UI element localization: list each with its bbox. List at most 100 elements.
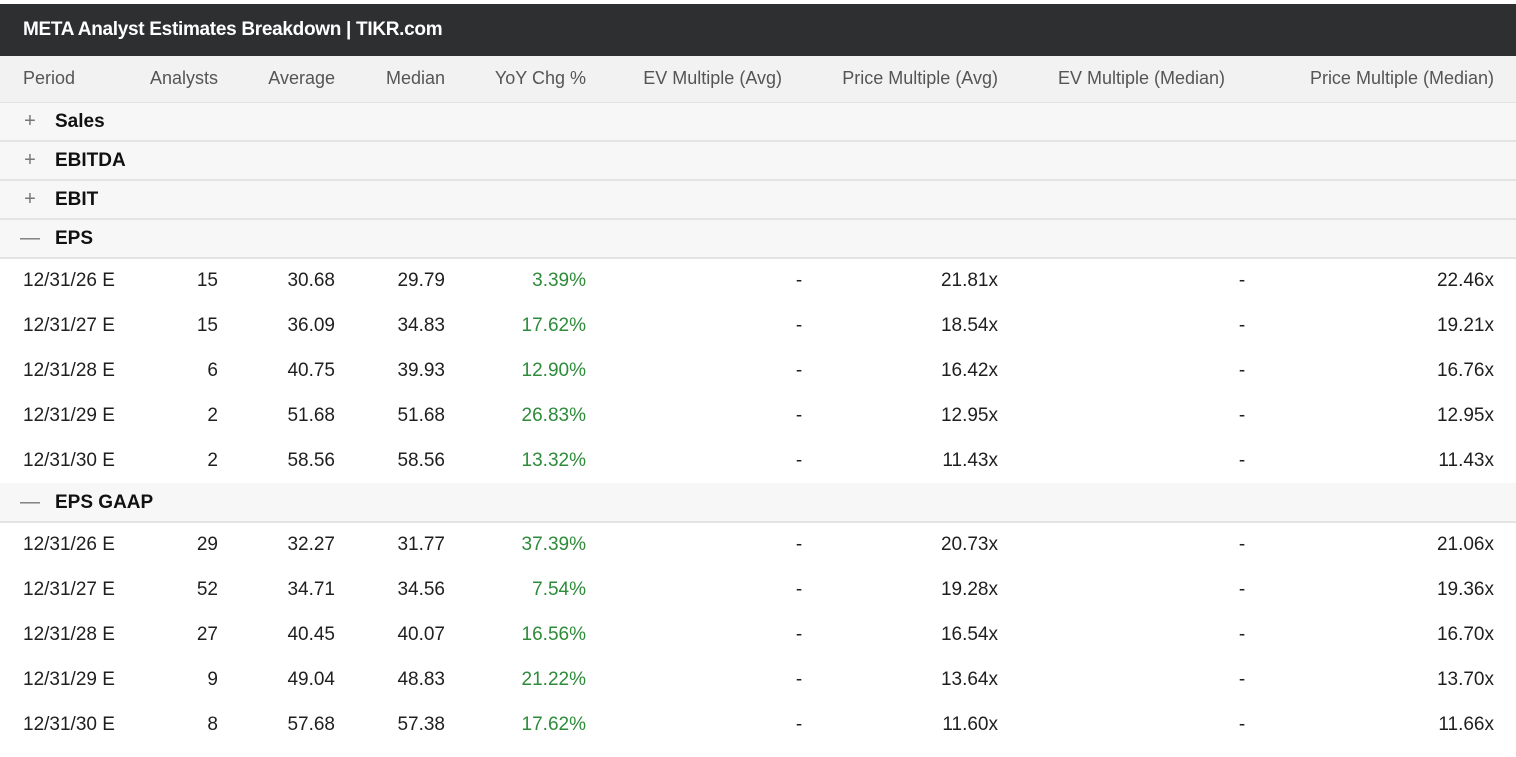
cell-value: - — [1238, 359, 1246, 381]
cell-average: 32.27 — [287, 534, 335, 555]
cell-yoy: 16.56% — [521, 623, 586, 645]
section-cell[interactable]: + Sales — [0, 102, 1516, 141]
cell-median: 48.83 — [397, 668, 445, 690]
cell-ev-median: - — [1020, 612, 1247, 657]
cell-analysts: 52 — [196, 578, 218, 600]
section-cell[interactable]: — EPS — [0, 219, 1516, 258]
section-row-sales[interactable]: + Sales — [0, 102, 1516, 141]
plus-icon[interactable]: + — [24, 188, 36, 210]
cell-value: - — [1238, 713, 1246, 735]
cell-price-median: 12.95x — [1436, 404, 1494, 426]
section-row-eps[interactable]: — EPS — [0, 219, 1516, 258]
cell-ev-avg: - — [608, 567, 804, 612]
cell-ev-median: - — [1020, 522, 1247, 567]
table-header-row: Period Analysts Average Median YoY Chg %… — [0, 56, 1516, 102]
table-row: 12/31/27 E 15 36.09 34.83 17.62% - 18.54x - 19.2… — [0, 303, 1516, 348]
cell-price-avg: 12.95x — [940, 404, 998, 426]
cell-ev-median: - — [1020, 567, 1247, 612]
column-header-average[interactable]: Average — [268, 68, 335, 89]
cell-ev-avg: - — [608, 438, 804, 483]
cell-average: 40.75 — [287, 359, 335, 381]
section-cell[interactable]: + EBIT — [0, 180, 1516, 219]
plus-icon[interactable]: + — [24, 109, 36, 132]
cell-price-avg: 21.81x — [940, 270, 998, 291]
cell-median: 57.38 — [397, 713, 445, 735]
cell-yoy: 17.62% — [521, 314, 586, 336]
cell-period: 12/31/30 E — [23, 449, 115, 471]
section-label: EBITDA — [55, 150, 126, 171]
table-row: 12/31/26 E 29 32.27 31.77 37.39% - 20.73x - 21.0… — [0, 522, 1516, 567]
section-label: EPS — [55, 228, 94, 249]
column-header-price-median[interactable]: Price Multiple (Median) — [1309, 68, 1494, 89]
cell-yoy: 26.83% — [521, 404, 586, 426]
cell-value: - — [795, 578, 803, 600]
minus-icon[interactable]: — — [20, 490, 40, 513]
cell-ev-avg: - — [608, 702, 804, 747]
cell-ev-avg: - — [608, 393, 804, 438]
cell-period: 12/31/28 E — [23, 359, 115, 381]
cell-yoy: 3.39% — [532, 270, 586, 291]
cell-value: - — [1238, 270, 1246, 291]
cell-value: - — [795, 359, 803, 381]
column-header-median[interactable]: Median — [385, 68, 445, 89]
cell-ev-avg: - — [608, 348, 804, 393]
column-header-period[interactable]: Period — [23, 68, 76, 89]
panel-title: META Analyst Estimates Breakdown | TIKR.… — [0, 4, 1516, 56]
column-header-yoy[interactable]: YoY Chg % — [494, 68, 586, 89]
cell-value: - — [795, 713, 803, 735]
cell-ev-median: - — [1020, 258, 1247, 303]
section-row-eps-gaap[interactable]: — EPS GAAP — [0, 483, 1516, 522]
cell-analysts: 15 — [196, 314, 218, 336]
section-label: EBIT — [55, 189, 99, 210]
cell-period: 12/31/29 E — [23, 668, 115, 690]
table-row: 12/31/28 E 6 40.75 39.93 12.90% - 16.42x - 16.76… — [0, 348, 1516, 393]
cell-average: 49.04 — [287, 668, 335, 690]
cell-average: 40.45 — [287, 623, 335, 645]
cell-analysts: 9 — [207, 668, 218, 690]
cell-analysts: 15 — [196, 270, 218, 291]
cell-price-avg: 11.43x — [942, 449, 998, 471]
estimates-panel: META Analyst Estimates Breakdown | TIKR.… — [0, 4, 1516, 747]
table-row: 12/31/30 E 8 57.68 57.38 17.62% - 11.60x - 11.66… — [0, 702, 1516, 747]
section-row-ebitda[interactable]: + EBITDA — [0, 141, 1516, 180]
cell-ev-avg: - — [608, 303, 804, 348]
minus-icon[interactable]: — — [20, 227, 40, 249]
cell-value: - — [795, 404, 803, 426]
cell-value: - — [795, 314, 803, 336]
cell-ev-avg: - — [608, 612, 804, 657]
cell-price-median: 16.70x — [1436, 623, 1494, 645]
cell-median: 40.07 — [397, 623, 445, 645]
cell-yoy: 13.32% — [521, 449, 586, 471]
cell-ev-median: - — [1020, 393, 1247, 438]
cell-price-median: 19.36x — [1436, 578, 1494, 600]
column-header-price-avg[interactable]: Price Multiple (Avg) — [842, 68, 998, 89]
cell-median: 51.68 — [397, 404, 445, 426]
table-row: 12/31/27 E 52 34.71 34.56 7.54% - 19.28x - 19.36… — [0, 567, 1516, 612]
column-header-analysts[interactable]: Analysts — [149, 68, 218, 89]
cell-analysts: 8 — [207, 713, 218, 735]
cell-value: - — [795, 270, 803, 291]
cell-ev-median: - — [1020, 657, 1247, 702]
section-label: EPS GAAP — [55, 491, 154, 513]
table-row: 12/31/29 E 9 49.04 48.83 21.22% - 13.64x - 13.70… — [0, 657, 1516, 702]
cell-price-avg: 16.54x — [940, 623, 998, 645]
cell-value: - — [795, 449, 803, 471]
section-label: Sales — [55, 110, 105, 132]
cell-average: 36.09 — [287, 314, 335, 336]
cell-average: 34.71 — [287, 578, 335, 600]
cell-price-avg: 18.54x — [940, 314, 998, 336]
cell-average: 58.56 — [287, 449, 335, 471]
cell-period: 12/31/27 E — [23, 578, 115, 600]
cell-median: 34.56 — [397, 578, 445, 600]
plus-icon[interactable]: + — [24, 149, 36, 171]
section-cell[interactable]: — EPS GAAP — [0, 483, 1516, 522]
estimates-table: Period Analysts Average Median YoY Chg %… — [0, 56, 1516, 747]
section-row-ebit[interactable]: + EBIT — [0, 180, 1516, 219]
cell-median: 58.56 — [397, 449, 445, 471]
table-row: 12/31/28 E 27 40.45 40.07 16.56% - 16.54x - 16.7… — [0, 612, 1516, 657]
cell-period: 12/31/28 E — [23, 623, 115, 645]
cell-analysts: 2 — [207, 404, 218, 426]
column-header-ev-avg[interactable]: EV Multiple (Avg) — [643, 68, 782, 89]
section-cell[interactable]: + EBITDA — [0, 141, 1516, 180]
column-header-ev-median[interactable]: EV Multiple (Median) — [1057, 68, 1225, 89]
